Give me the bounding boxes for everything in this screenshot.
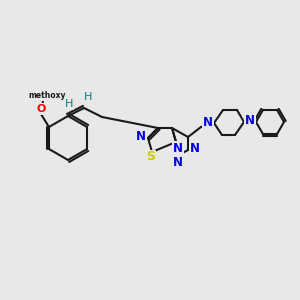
Text: N: N (173, 142, 183, 154)
Text: S: S (146, 151, 155, 164)
Text: N: N (173, 155, 183, 169)
Text: N: N (136, 130, 146, 143)
Text: methoxy: methoxy (28, 92, 66, 100)
Text: O: O (36, 104, 46, 114)
Text: N: N (245, 115, 255, 128)
Text: N: N (203, 116, 213, 128)
Text: N: N (190, 142, 200, 155)
Text: H: H (65, 99, 73, 109)
Text: H: H (84, 92, 92, 102)
